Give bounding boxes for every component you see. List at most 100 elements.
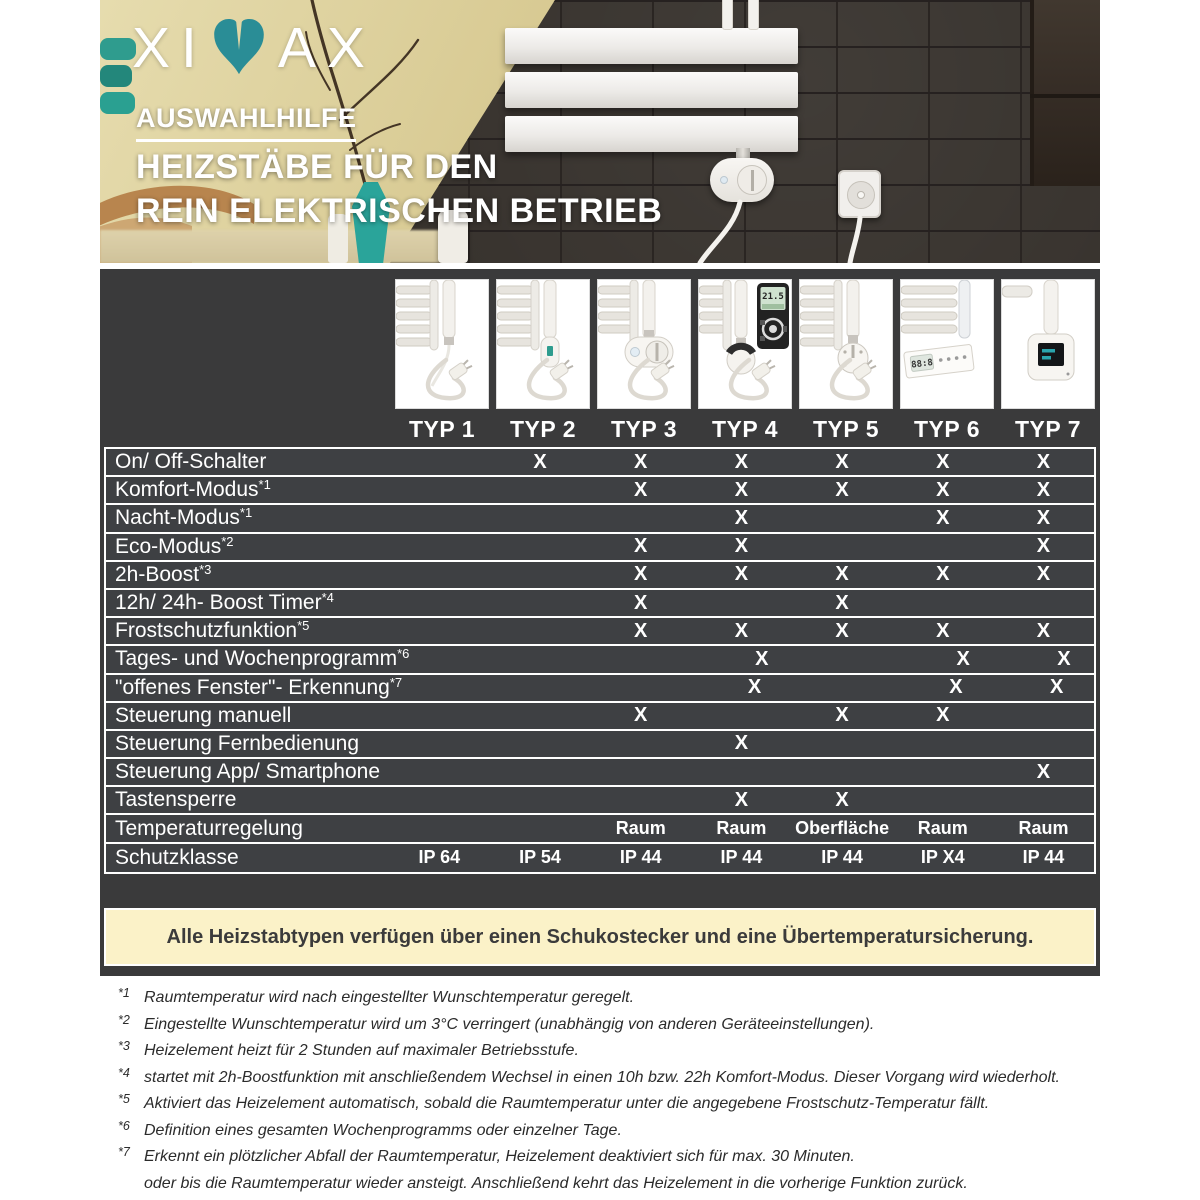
footnote-marker: *2 [118, 1012, 130, 1027]
footnote-line: *2 Eingestellte Wunschtemperatur wird um … [118, 1012, 1108, 1036]
logo-text-right: AX [277, 16, 376, 80]
product-image-typ-1 [395, 279, 489, 409]
radiator-panel-slat [505, 28, 798, 64]
cell-typ-4: Raum [716, 818, 767, 839]
table-surface [100, 230, 455, 263]
footnote-text: startet mit 2h-Boostfunktion mit anschli… [144, 1068, 1060, 1086]
feature-row: Frostschutzfunktion*5 X X X X X [106, 618, 1094, 647]
heating-element-led-icon [720, 176, 728, 184]
cell-typ-7: X [1036, 450, 1051, 473]
footnote-marker: *7 [389, 674, 403, 690]
teal-vase [352, 182, 390, 263]
row-label: Nacht-Modus*1 [115, 505, 253, 530]
heating-rod-basic-icon [396, 280, 473, 401]
product-image-typ-7 [1001, 279, 1095, 409]
cell-typ-5: Oberfläche [795, 818, 890, 839]
hero-title-line2: REIN ELEKTRISCHEN BETRIEB [136, 192, 663, 230]
logo-text-left: XI [132, 16, 208, 80]
wooden-chair [100, 185, 254, 226]
footnote-marker: *4 [118, 1065, 130, 1080]
feature-row: Steuerung Fernbedienung X [106, 730, 1094, 760]
cell-typ-4: X [734, 732, 749, 755]
footnote-marker: *5 [297, 618, 310, 634]
footnote-marker: *6 [118, 1118, 130, 1133]
row-label: Komfort-Modus*1 [115, 477, 271, 502]
product-image-typ-2 [496, 279, 590, 409]
cell-typ-6: X [936, 478, 950, 501]
cell-typ-4: X [734, 788, 749, 811]
product-header-row: TYP 1 TYP 2 TYP 3 21.5 TYP 4 TYP 5 88:8 … [395, 279, 1095, 443]
cell-typ-1: IP 64 [418, 847, 461, 868]
cell-typ-7: X [1036, 760, 1051, 783]
type-label: TYP 2 [510, 416, 576, 442]
cell-typ-5: X [835, 450, 849, 473]
socket-plug [857, 191, 865, 199]
heating-rod-remote-control-icon: 21.5 [699, 280, 789, 401]
footnote-marker: *1 [239, 505, 253, 521]
feature-row: On/ Off-Schalter X X X X X X [106, 449, 1094, 478]
type-label: TYP 4 [712, 416, 778, 442]
heating-element-dial-icon [737, 165, 767, 195]
footnotes: *1 Raumtemperatur wird nach eingestellter… [118, 986, 1108, 1200]
feature-row: 2h-Boost*3 X X X X X [106, 561, 1094, 590]
cell-typ-6: X [949, 676, 963, 699]
feature-row: 12h/ 24h- Boost Timer*4 X X [106, 589, 1094, 619]
heating-element [710, 158, 774, 202]
hero-cabinet-seam [1030, 94, 1100, 98]
white-jug [438, 210, 468, 263]
feature-row: Tages- und Wochenprogramm*6 X X X [106, 646, 1094, 675]
footnote-marker: *3 [118, 1039, 130, 1053]
product-column: TYP 1 [395, 279, 489, 443]
footnote-text: Heizelement heizt für 2 Stunden auf maxi… [144, 1042, 579, 1059]
product-image-typ-6: 88:8 [900, 279, 994, 409]
product-image-typ-3 [597, 279, 691, 409]
heating-rod-smart-box-icon [1002, 280, 1075, 381]
ximax-logo: XI AX [132, 14, 376, 82]
feature-row: "offenes Fenster"- Erkennung*7 X X X [106, 674, 1094, 703]
heating-rod-switch-icon [497, 280, 574, 401]
cell-typ-7: X [1036, 506, 1051, 529]
cell-typ-4: X [755, 647, 769, 670]
svg-text:21.5: 21.5 [762, 292, 784, 302]
radiator-panel-slat [505, 116, 798, 152]
footnote-line: *1 Raumtemperatur wird nach eingestellter… [118, 986, 1108, 1009]
cell-typ-3: IP 44 [619, 847, 662, 868]
cell-typ-5: X [835, 563, 849, 586]
feature-row: Schutzklasse IP 64 IP 54 IP 44 IP 44 IP 44 IP … [106, 843, 1094, 872]
footnote-marker: *1 [118, 986, 130, 1000]
hero-title-line1: HEIZSTÄBE FÜR DEN [136, 148, 498, 186]
heating-rod-panel-display-icon: 88:8 [901, 280, 975, 379]
footnote-marker: *2 [221, 533, 234, 549]
white-vase [328, 214, 348, 263]
footnote-text: Erkennt ein plötzlicher Abfall der Raumt… [144, 1148, 855, 1165]
product-column: TYP 2 [496, 279, 590, 443]
feature-rows: On/ Off-Schalter X X X X X X Komfort-Modus*1 X X X… [104, 447, 1096, 874]
cell-typ-5: X [835, 591, 849, 614]
towel [100, 38, 136, 60]
cell-typ-7: IP 44 [1022, 847, 1065, 868]
footnote-line: *5 Aktiviert das Heizelement automatisch,… [118, 1092, 1108, 1115]
cell-typ-6: X [936, 450, 950, 473]
cell-typ-5: IP 44 [821, 847, 863, 868]
footnote-marker: *3 [199, 561, 212, 577]
cell-typ-4: X [734, 478, 749, 501]
feature-row: Steuerung App/ Smartphone X [106, 759, 1094, 788]
hero-banner: XI AX AUSWAHLHILFE HEIZSTÄBE FÜR DEN REI… [100, 0, 1100, 263]
cell-typ-2: X [533, 450, 547, 473]
type-label: TYP 3 [611, 416, 677, 442]
footnote-line: *4 startet mit 2h-Boostfunktion mit ansch… [118, 1065, 1108, 1089]
product-column: TYP 5 [799, 279, 893, 443]
footnote-line: *6 Definition eines gesamten Wochenprogra… [118, 1118, 1108, 1142]
cell-typ-4: X [734, 506, 749, 529]
footnote-text: Definition eines gesamten Wochenprogramm… [144, 1121, 622, 1139]
towels-decoration [100, 38, 136, 118]
product-image-typ-5 [799, 279, 893, 409]
cell-typ-5: X [835, 478, 849, 501]
cell-typ-6: X [936, 619, 950, 642]
type-label: TYP 6 [914, 416, 980, 442]
wall-socket [838, 170, 881, 218]
type-label: TYP 7 [1015, 416, 1081, 442]
type-label: TYP 1 [409, 416, 475, 442]
radiator-pipe [748, 0, 759, 30]
